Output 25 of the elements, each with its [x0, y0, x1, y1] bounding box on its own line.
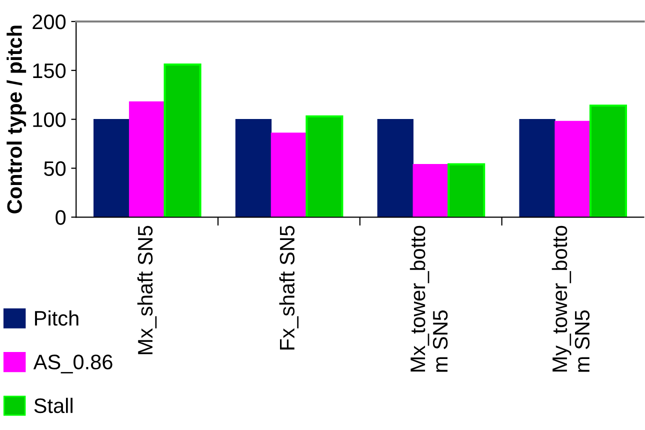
y-tick-label: 150	[33, 63, 66, 78]
x-tick-label: My_tower_bottom SN5	[552, 226, 590, 372]
bar	[519, 118, 556, 218]
x-tick-label: Fx_shaft SN5	[279, 226, 298, 350]
bar	[235, 118, 272, 218]
bar	[589, 104, 628, 218]
bar	[448, 163, 486, 218]
bar	[164, 64, 202, 218]
y-tick-label: 0	[56, 210, 66, 225]
bar	[306, 115, 344, 218]
x-tick-label: Mx_tower_bottom SN5	[410, 226, 448, 372]
bar	[412, 164, 449, 218]
y-tick-label: 100	[33, 112, 66, 128]
legend-label: Pitch	[35, 310, 78, 326]
y-tick-label: 50	[44, 161, 66, 176]
legend-label: AS_0.86	[33, 354, 112, 374]
bar	[128, 101, 166, 218]
x-tick-label: Mx_shaft SN5	[137, 226, 157, 354]
legend-label: Stall	[34, 398, 72, 414]
bar	[377, 118, 414, 218]
bar	[554, 120, 591, 218]
bar	[270, 132, 308, 218]
y-tick-label: 200	[32, 14, 66, 30]
bar	[94, 118, 130, 218]
y-axis-title: Control type / pitch	[6, 26, 26, 214]
